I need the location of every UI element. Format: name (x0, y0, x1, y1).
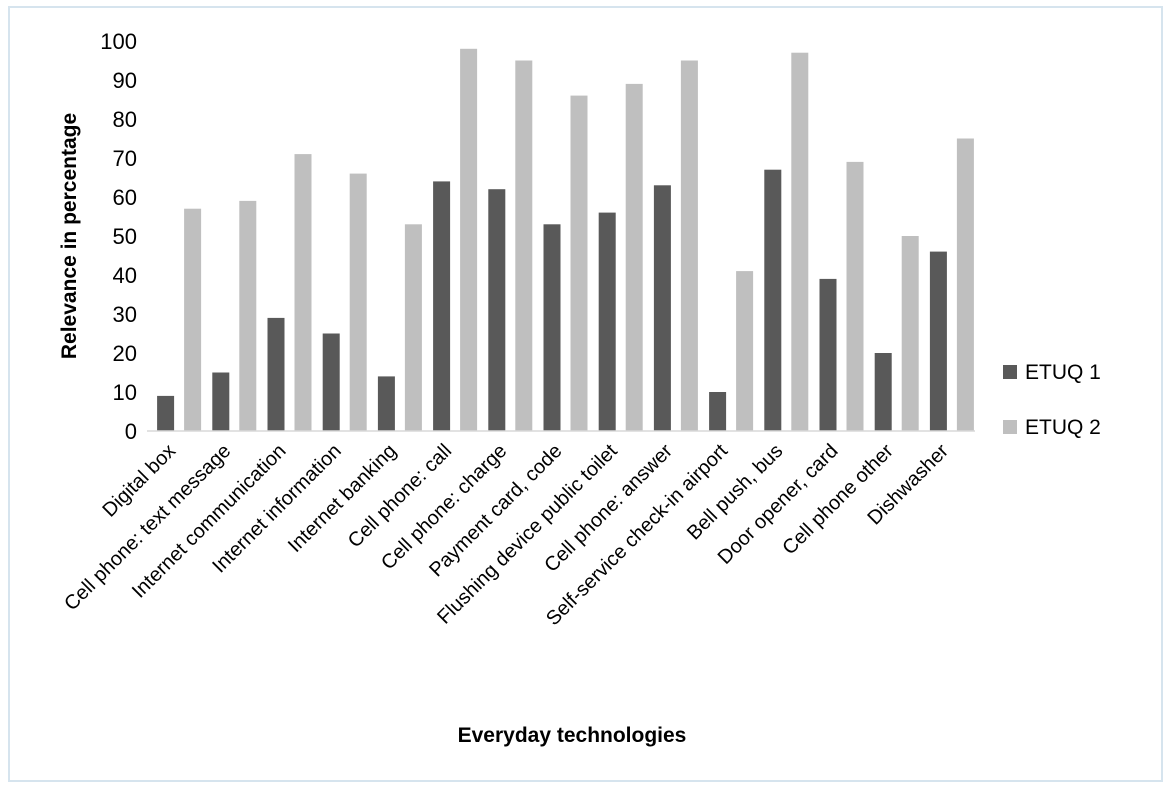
bar-etuq-2 (736, 271, 754, 431)
bar-etuq-1 (267, 317, 285, 431)
legend: ETUQ 1 ETUQ 2 (1003, 361, 1101, 439)
bar-etuq-1 (212, 372, 230, 431)
bar-etuq-1 (653, 185, 671, 431)
y-tick-label: 80 (113, 107, 137, 132)
bar-etuq-1 (598, 212, 616, 431)
bar-etuq-1 (543, 224, 561, 431)
legend-label: ETUQ 1 (1025, 361, 1101, 384)
bar-etuq-1 (488, 189, 506, 431)
bar-etuq-2 (570, 95, 588, 431)
bar-etuq-1 (874, 353, 892, 431)
y-tick-label: 30 (113, 302, 137, 327)
bar-etuq-2 (515, 60, 533, 431)
bar-etuq-1 (433, 181, 451, 431)
bar-etuq-1 (322, 333, 340, 431)
bar-etuq-2 (901, 236, 919, 431)
bar-etuq-2 (625, 83, 643, 432)
y-axis-title: Relevance in percentage (58, 113, 81, 359)
bar-etuq-2 (239, 200, 257, 431)
y-tick-label: 70 (113, 146, 137, 171)
legend-swatch (1003, 420, 1017, 434)
y-tick-label: 60 (113, 185, 137, 210)
bar-etuq-2 (460, 48, 478, 432)
y-tick-label: 100 (100, 29, 137, 54)
x-axis-title: Everyday technologies (458, 724, 687, 747)
bar-etuq-1 (709, 392, 727, 431)
bar-etuq-2 (294, 154, 312, 431)
y-tick-label: 50 (113, 224, 137, 249)
bar-etuq-2 (404, 224, 422, 431)
y-tick-label: 10 (113, 380, 137, 405)
bar-etuq-1 (819, 278, 837, 431)
legend-swatch (1003, 365, 1017, 379)
bar-etuq-2 (349, 173, 367, 431)
bar-etuq-2 (791, 52, 809, 431)
y-tick-label: 0 (125, 419, 137, 444)
bar-etuq-1 (157, 395, 175, 431)
bar-etuq-1 (764, 169, 782, 431)
bars (157, 48, 974, 432)
bar-etuq-2 (184, 208, 202, 431)
y-tick-label: 90 (113, 68, 137, 93)
y-axis-ticks: 0 10 20 30 40 50 60 70 80 90 100 (100, 29, 137, 444)
legend-label: ETUQ 2 (1025, 416, 1101, 439)
bar-etuq-2 (956, 138, 974, 431)
bar-etuq-1 (929, 251, 947, 431)
x-category-label: Bell push, bus (683, 440, 787, 544)
y-tick-label: 20 (113, 341, 137, 366)
y-tick-label: 40 (113, 263, 137, 288)
bar-etuq-1 (377, 376, 395, 431)
bar-etuq-2 (846, 161, 864, 431)
bar-etuq-2 (680, 60, 698, 431)
